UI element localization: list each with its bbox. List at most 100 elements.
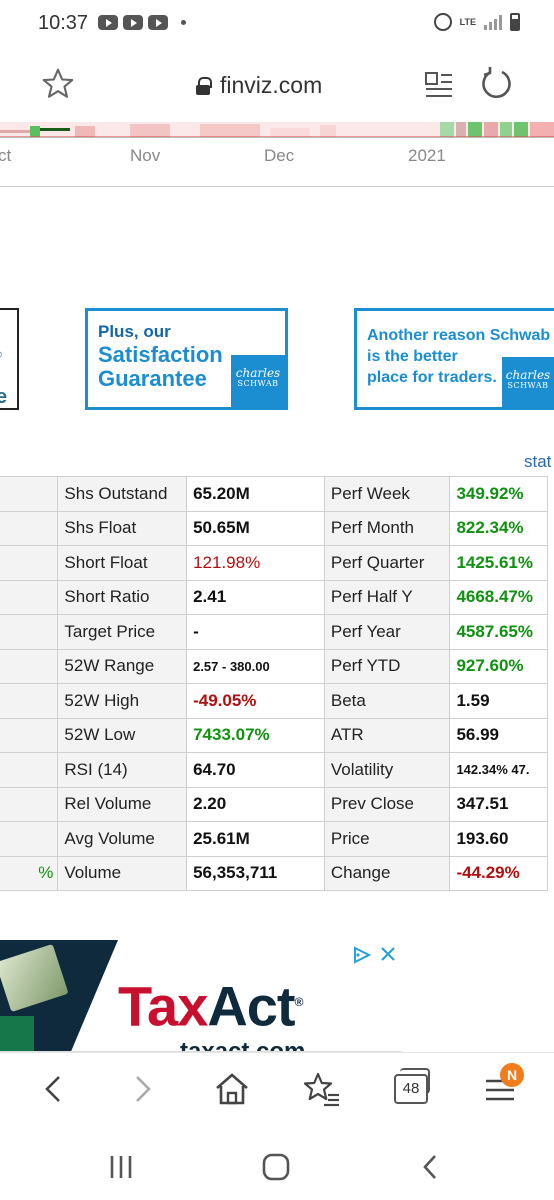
label-perf-month[interactable]: Perf Month [323, 510, 451, 546]
ad-line: Satisfaction [98, 342, 223, 367]
price-chart-strip [0, 120, 554, 138]
notification-badge: N [500, 1063, 524, 1087]
value-price: 193.60 [449, 821, 548, 857]
label-shs-outstand[interactable]: Shs Outstand [57, 476, 188, 512]
youtube-icon [123, 15, 143, 30]
label-shs-float[interactable]: Shs Float [57, 510, 188, 546]
forward-arrow-icon[interactable] [122, 1069, 162, 1109]
alarm-icon [433, 13, 452, 31]
table-row: 52W High -49.05% Beta 1.59 [0, 683, 548, 719]
statements-link[interactable]: stat [524, 452, 552, 471]
back-arrow-icon[interactable] [34, 1069, 74, 1109]
lock-icon [196, 76, 212, 95]
divider [0, 186, 554, 187]
label-perf-ytd[interactable]: Perf YTD [323, 648, 451, 684]
browser-toolbar [0, 1052, 554, 1132]
address-field[interactable]: finviz.com [196, 72, 322, 99]
value-avg-volume: 25.61M [186, 821, 325, 857]
label-perf-week[interactable]: Perf Week [323, 476, 451, 512]
ad-line: Guarantee [98, 366, 207, 391]
table-row: Shs Float 50.65M Perf Month 822.34% [0, 510, 548, 546]
label-perf-year[interactable]: Perf Year [323, 614, 451, 650]
value-perf-quarter: 1425.61% [449, 545, 548, 581]
reload-icon[interactable] [478, 66, 514, 102]
cell-partial [0, 614, 59, 650]
volume-bars [0, 122, 554, 138]
label-prev-close[interactable]: Prev Close [323, 786, 451, 822]
label-atr[interactable]: ATR [323, 717, 451, 753]
partial-ad-banner[interactable]: e® [0, 308, 19, 410]
cell-partial [0, 752, 59, 788]
partial-ad-text: e® [0, 350, 8, 408]
ad-line: Plus, our [98, 322, 171, 341]
label-52w-range[interactable]: 52W Range [57, 648, 188, 684]
ad-line: is the better [367, 348, 458, 365]
axis-label-dec: Dec [264, 146, 295, 165]
label-perf-half-y[interactable]: Perf Half Y [323, 579, 451, 615]
value-perf-half-y: 4668.47% [449, 579, 548, 615]
label-volatility[interactable]: Volatility [323, 752, 451, 788]
home-icon[interactable] [212, 1069, 252, 1109]
schwab-logo: charles SCHWAB [231, 355, 285, 407]
cell-partial [0, 648, 59, 684]
adchoices-icon[interactable] [352, 946, 372, 964]
axis-label-nov: Nov [130, 146, 161, 165]
table-row: Avg Volume 25.61M Price 193.60 [0, 821, 548, 857]
youtube-icon [98, 15, 118, 30]
schwab-ad-traders[interactable]: Another reason Schwab is the better plac… [354, 308, 554, 410]
label-52w-low[interactable]: 52W Low [57, 717, 188, 753]
tabs-stack-icon [400, 1068, 430, 1094]
android-nav-bar [0, 1132, 554, 1200]
value-52w-range: 2.57 - 380.00 [186, 648, 325, 684]
label-change[interactable]: Change [323, 855, 451, 891]
table-row: RSI (14) 64.70 Volatility 142.34% 47. [0, 752, 548, 788]
value-52w-low: 7433.07% [186, 717, 325, 753]
system-back-icon[interactable] [414, 1150, 448, 1184]
label-price[interactable]: Price [323, 821, 451, 857]
schwab-ad-satisfaction[interactable]: Plus, our Satisfaction Guarantee charles… [85, 308, 288, 410]
ad-line: place for traders. [367, 369, 497, 386]
status-time: 10:37 [38, 12, 89, 34]
cell-partial [0, 545, 59, 581]
value-beta: 1.59 [449, 683, 548, 719]
ad-close-icon[interactable] [378, 944, 398, 964]
reader-mode-icon[interactable] [424, 70, 454, 100]
recent-apps-icon[interactable] [104, 1150, 138, 1184]
label-52w-high[interactable]: 52W High [57, 683, 188, 719]
label-short-ratio[interactable]: Short Ratio [57, 579, 188, 615]
cell-partial [0, 717, 59, 753]
label-volume[interactable]: Volume [57, 855, 188, 891]
bookmark-star-icon[interactable] [40, 66, 76, 102]
tabs-button[interactable]: 48 [394, 1074, 428, 1104]
axis-label-oct: ct [0, 146, 12, 165]
label-perf-quarter[interactable]: Perf Quarter [323, 545, 451, 581]
label-short-float[interactable]: Short Float [57, 545, 188, 581]
table-row: 52W Low 7433.07% ATR 56.99 [0, 717, 548, 753]
label-beta[interactable]: Beta [323, 683, 451, 719]
label-target-price[interactable]: Target Price [57, 614, 188, 650]
taxact-url: taxact.com [180, 1038, 306, 1052]
label-avg-volume[interactable]: Avg Volume [57, 821, 188, 857]
value-change: -44.29% [449, 855, 548, 891]
label-rsi[interactable]: RSI (14) [57, 752, 188, 788]
label-rel-volume[interactable]: Rel Volume [57, 786, 188, 822]
value-short-float: 121.98% [186, 545, 325, 581]
value-prev-close: 347.51 [449, 786, 548, 822]
taxact-ad-banner[interactable]: TaxAct® taxact.com [0, 940, 402, 1052]
cell-partial [0, 476, 59, 512]
value-rsi: 64.70 [186, 752, 325, 788]
url-text: finviz.com [220, 72, 323, 98]
bookmarks-star-icon[interactable] [302, 1069, 342, 1109]
cell-partial: % [0, 855, 59, 891]
value-volatility: 142.34% 47. [449, 752, 548, 788]
value-target-price: - [186, 614, 325, 650]
table-row: Target Price - Perf Year 4587.65% [0, 614, 548, 650]
table-row: Shs Outstand 65.20M Perf Week 349.92% [0, 476, 548, 512]
axis-label-2021: 2021 [408, 146, 446, 165]
status-bar: 10:37 LTE [0, 0, 554, 50]
network-type: LTE [459, 16, 476, 27]
value-shs-float: 50.65M [186, 510, 325, 546]
value-rel-volume: 2.20 [186, 786, 325, 822]
ad-line: Another reason Schwab [367, 327, 551, 344]
home-button-icon[interactable] [259, 1150, 293, 1184]
